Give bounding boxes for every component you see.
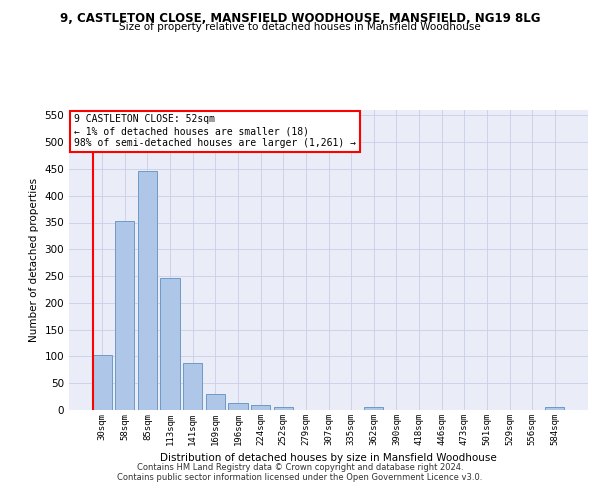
- Bar: [229, 402, 248, 410]
- X-axis label: Distribution of detached houses by size in Mansfield Woodhouse: Distribution of detached houses by size …: [160, 454, 497, 464]
- Bar: [115, 221, 134, 410]
- Bar: [206, 394, 225, 410]
- Bar: [364, 407, 383, 410]
- Text: Contains public sector information licensed under the Open Government Licence v3: Contains public sector information licen…: [118, 474, 482, 482]
- Bar: [274, 407, 293, 410]
- Y-axis label: Number of detached properties: Number of detached properties: [29, 178, 39, 342]
- Bar: [183, 363, 202, 410]
- Text: Size of property relative to detached houses in Mansfield Woodhouse: Size of property relative to detached ho…: [119, 22, 481, 32]
- Bar: [251, 404, 270, 410]
- Text: Contains HM Land Registry data © Crown copyright and database right 2024.: Contains HM Land Registry data © Crown c…: [137, 464, 463, 472]
- Bar: [545, 407, 565, 410]
- Text: 9, CASTLETON CLOSE, MANSFIELD WOODHOUSE, MANSFIELD, NG19 8LG: 9, CASTLETON CLOSE, MANSFIELD WOODHOUSE,…: [60, 12, 540, 26]
- Bar: [92, 355, 112, 410]
- Bar: [160, 278, 180, 410]
- Bar: [138, 170, 157, 410]
- Text: 9 CASTLETON CLOSE: 52sqm
← 1% of detached houses are smaller (18)
98% of semi-de: 9 CASTLETON CLOSE: 52sqm ← 1% of detache…: [74, 114, 356, 148]
